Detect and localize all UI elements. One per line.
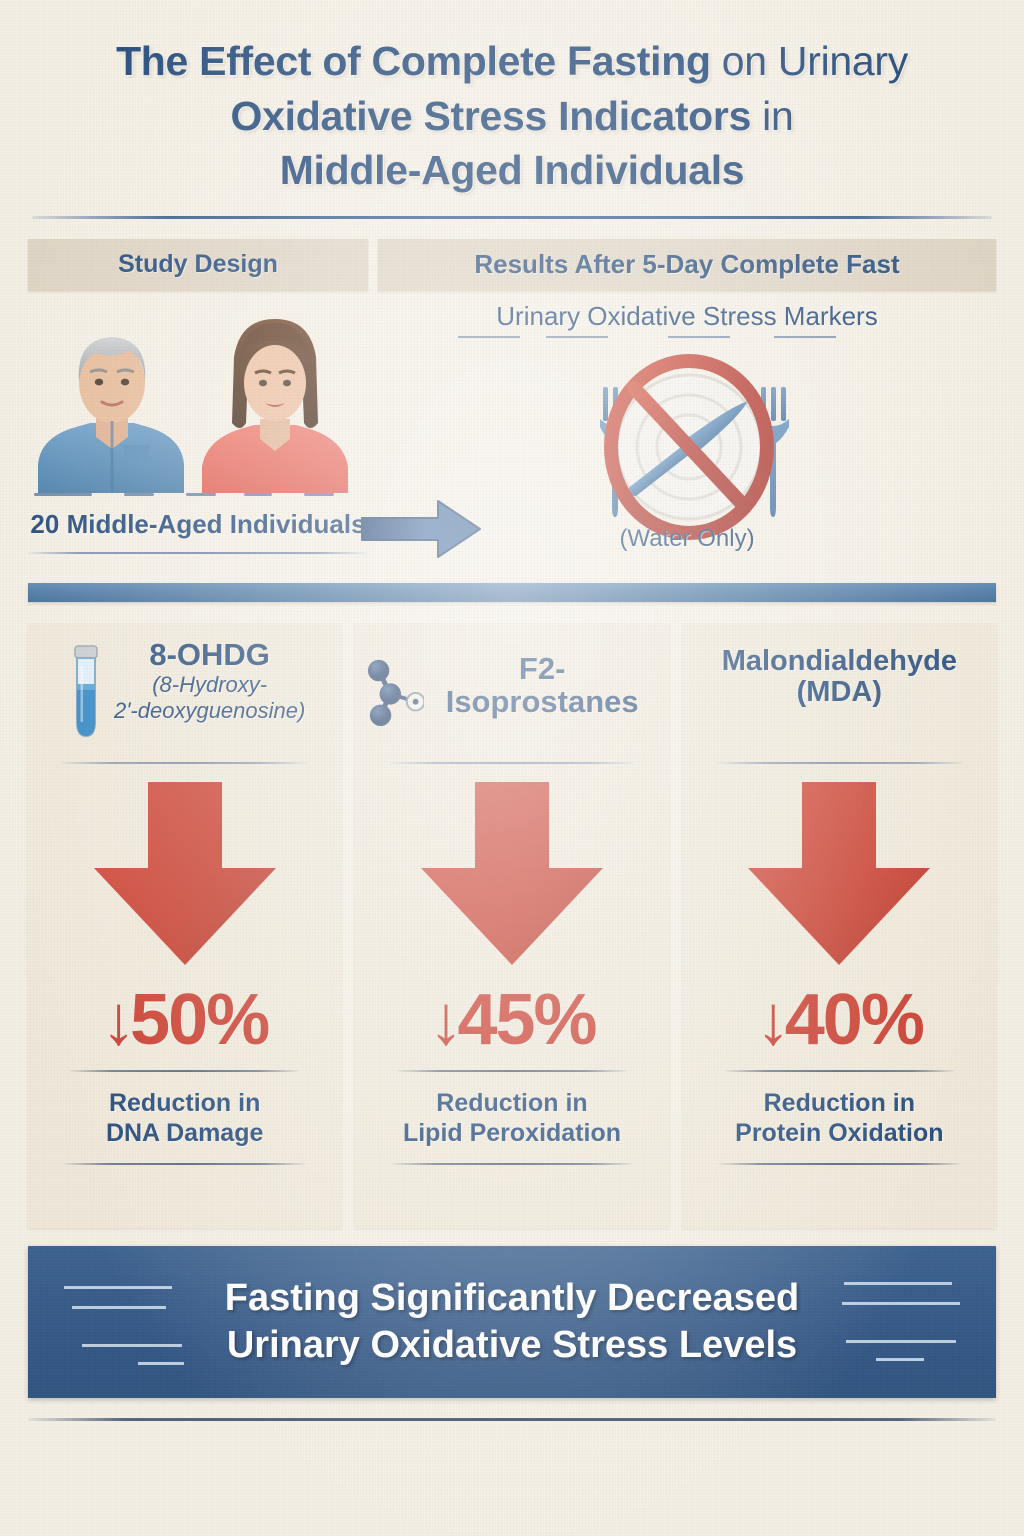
card-header-divider — [388, 761, 636, 764]
test-tube-icon — [74, 644, 98, 737]
marker-card-8ohdg: 8-OHDG (8-Hydroxy- 2'-deoxyguenosine) ↓ 5… — [28, 623, 342, 1228]
card-header: 8-OHDG (8-Hydroxy- 2'-deoxyguenosine) — [38, 636, 331, 756]
title-divider — [32, 215, 992, 219]
marker-card-mda: Malondialdehyde (MDA) ↓ 40% Reduction in … — [682, 623, 996, 1228]
down-arrow-icon — [93, 781, 276, 965]
card-subtitle-line1: (8-Hydroxy- — [152, 672, 268, 698]
card-caption-line1: Reduction in — [763, 1088, 916, 1117]
card-caption: Reduction in Protein Oxidation — [735, 1088, 943, 1149]
title-line-1-normal: on Urinary — [710, 38, 908, 84]
title-line-1: The Effect of Complete Fasting on Urinar… — [28, 34, 996, 89]
title-line-2-normal: in — [751, 92, 794, 139]
card-subtitle-line2: 2'-deoxyguenosine) — [113, 698, 306, 724]
no-food-area: (Water Only) — [361, 347, 996, 558]
card-header-divider — [61, 761, 308, 764]
two-people-icon — [28, 297, 368, 493]
value-divider — [70, 1069, 300, 1072]
results-panel: Results After 5-Day Complete Fast Urinar… — [361, 238, 996, 569]
results-subtitle-dashes — [378, 335, 996, 345]
banner-dash — [64, 1285, 172, 1289]
banner-line-2: Urinary Oxidative Stress Levels — [226, 1323, 798, 1366]
study-participants-label: 20 Middle-Aged Individuals — [30, 508, 366, 539]
card-caption: Reduction in DNA Damage — [106, 1088, 263, 1149]
top-section: Study Design — [28, 238, 996, 569]
card-caption-line2: Lipid Peroxidation — [402, 1119, 622, 1148]
card-bottom-divider — [391, 1162, 633, 1165]
down-arrow-icon — [420, 781, 603, 965]
banner-dash — [844, 1281, 952, 1285]
study-design-header: Study Design — [28, 238, 368, 291]
bottom-divider — [28, 1417, 996, 1421]
title-line-3-bold: Middle-Aged Individuals — [279, 147, 745, 194]
banner-dash — [846, 1339, 956, 1343]
card-caption: Reduction in Lipid Peroxidation — [403, 1088, 621, 1149]
section-divider — [28, 582, 996, 602]
study-caption-dashes — [28, 492, 368, 503]
markers-cards: 8-OHDG (8-Hydroxy- 2'-deoxyguenosine) ↓ 5… — [28, 623, 996, 1228]
title-line-2-bold: Oxidative Stress Indicators — [230, 92, 752, 139]
results-subtitle: Urinary Oxidative Stress Markers — [496, 300, 878, 331]
value-divider — [397, 1069, 627, 1072]
reduction-value: ↓ 45% — [428, 979, 597, 1060]
banner-dash — [138, 1361, 184, 1365]
card-caption-line1: Reduction in — [108, 1088, 261, 1117]
card-title-wrap: Malondialdehyde (MDA) — [721, 644, 957, 709]
reduction-value: ↓ 50% — [101, 979, 270, 1060]
study-design-panel: Study Design — [28, 238, 368, 569]
card-header: Malondialdehyde (MDA) — [693, 638, 986, 756]
marker-card-f2-isoprostanes: F2-Isoprostanes ↓ 45% Reduction in Lipid … — [355, 623, 669, 1228]
results-header: Results After 5-Day Complete Fast — [378, 238, 996, 291]
banner-dash — [842, 1301, 960, 1305]
card-title: F2-Isoprostanes — [445, 650, 639, 720]
banner-dash — [876, 1357, 924, 1361]
banner-dash — [82, 1343, 182, 1347]
title-line-1-bold: The Effect of Complete Fasting — [116, 38, 711, 84]
reduction-value: ↓ 40% — [756, 979, 925, 1060]
card-header: F2-Isoprostanes — [365, 638, 658, 756]
title-line-3: Middle-Aged Individuals — [28, 143, 996, 198]
card-header-divider — [716, 761, 963, 764]
card-caption-line2: Protein Oxidation — [735, 1119, 944, 1148]
card-title: 8-OHDG — [149, 636, 270, 672]
reduction-percent: 50% — [130, 979, 270, 1060]
card-bottom-divider — [64, 1162, 305, 1165]
card-title: Malondialdehyde — [721, 644, 957, 677]
card-caption-line2: DNA Damage — [105, 1119, 264, 1148]
study-design-header-label: Study Design — [118, 250, 278, 279]
down-arrow-icon — [748, 781, 931, 965]
value-divider — [724, 1069, 954, 1072]
title-line-2: Oxidative Stress Indicators in — [28, 89, 996, 144]
card-bottom-divider — [719, 1162, 960, 1165]
right-arrow-icon — [361, 499, 481, 558]
card-caption-line1: Reduction in — [436, 1088, 588, 1117]
reduction-percent: 40% — [784, 979, 925, 1060]
reduction-percent: 45% — [457, 979, 597, 1060]
results-header-label: Results After 5-Day Complete Fast — [474, 249, 900, 280]
banner-line-1: Fasting Significantly Decreased — [224, 1277, 800, 1320]
banner-dash — [72, 1305, 166, 1309]
molecule-icon — [368, 659, 424, 726]
page-title: The Effect of Complete Fasting on Urinar… — [28, 0, 996, 198]
card-title-line2: (MDA) — [796, 675, 882, 708]
study-bottom-divider — [28, 551, 368, 554]
card-title-wrap: 8-OHDG (8-Hydroxy- 2'-deoxyguenosine) — [113, 636, 306, 724]
card-title-wrap: F2-Isoprostanes — [426, 650, 659, 720]
conclusion-banner: Fasting Significantly Decreased Urinary … — [28, 1245, 996, 1398]
